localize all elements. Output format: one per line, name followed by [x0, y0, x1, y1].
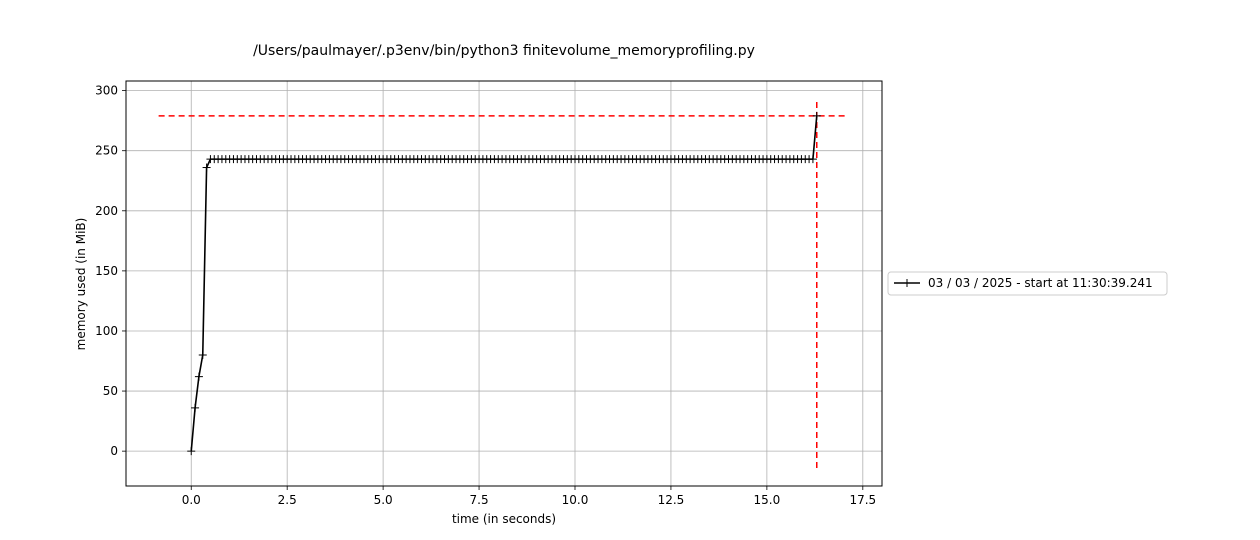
- series-line: [190, 115, 818, 452]
- y-tick-label: 0: [110, 444, 118, 458]
- x-axis-label: time (in seconds): [452, 512, 556, 526]
- data-point-marker: [187, 447, 196, 456]
- y-axis: 0 50 100 150 200 250 300: [95, 84, 126, 458]
- data-point-marker: [191, 403, 200, 412]
- y-tick-label: 150: [95, 264, 118, 278]
- data-point-marker: [812, 111, 821, 120]
- legend: 03 / 03 / 2025 - start at 11:30:39.241: [887, 271, 1168, 296]
- x-tick-label: 0.0: [182, 493, 201, 507]
- data-point-marker: [198, 351, 207, 360]
- x-tick-label: 12.5: [658, 493, 685, 507]
- x-tick-label: 17.5: [849, 493, 876, 507]
- x-tick-label: 7.5: [470, 493, 489, 507]
- legend-box: [887, 271, 1168, 296]
- series-layer: [187, 111, 821, 456]
- data-point-marker: [194, 372, 203, 381]
- y-tick-label: 100: [95, 324, 118, 338]
- y-tick-label: 250: [95, 144, 118, 158]
- y-tick-label: 50: [103, 384, 118, 398]
- chart-title: /Users/paulmayer/.p3env/bin/python3 fini…: [253, 43, 755, 59]
- legend-entry-label: 03 / 03 / 2025 - start at 11:30:39.241: [928, 276, 1153, 290]
- x-tick-label: 2.5: [278, 493, 297, 507]
- y-tick-label: 300: [95, 84, 118, 98]
- x-tick-label: 15.0: [754, 493, 781, 507]
- data-point-marker: [202, 163, 211, 172]
- x-axis: 0.0 2.5 5.0 7.5 10.0 12.5 15.0 17.5: [182, 486, 876, 507]
- plot-frame: [125, 80, 883, 487]
- x-tick-label: 5.0: [374, 493, 393, 507]
- grid-lines: [126, 81, 882, 486]
- reference-lines: [158, 99, 848, 468]
- legend-plus-marker-icon: [903, 279, 911, 287]
- x-tick-label: 10.0: [562, 493, 589, 507]
- data-point-marker: [808, 155, 817, 164]
- y-axis-label: memory used (in MiB): [74, 218, 88, 351]
- y-tick-label: 200: [95, 204, 118, 218]
